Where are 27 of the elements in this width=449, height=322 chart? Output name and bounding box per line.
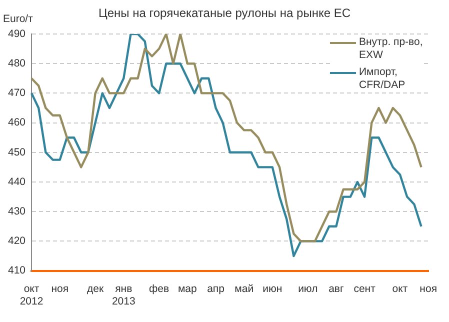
x-tick-label: янв 2013 [112, 282, 136, 308]
chart-title: Цены на горячекатаные рулоны на рынке ЕС [98, 6, 351, 20]
y-tick-label: 490 [8, 28, 26, 40]
y-tick-label: 440 [8, 176, 26, 188]
x-tick-label: ноя [51, 282, 69, 295]
x-tick-label: ноя [420, 282, 437, 295]
y-tick-label: 410 [8, 264, 26, 277]
x-tick-label: мар [178, 282, 198, 295]
x-tick-label: сент [354, 282, 376, 295]
y-tick-label: 460 [8, 116, 26, 129]
legend-label: Внутр. пр-во, EXW [359, 36, 423, 61]
x-tick-label: дек [87, 282, 104, 295]
y-tick-label: 450 [8, 146, 26, 158]
y-tick-label: 470 [8, 87, 26, 100]
x-tick-label: май [234, 282, 254, 295]
x-tick-label: июн [262, 282, 282, 295]
x-tick-label: окт 2012 [20, 282, 44, 308]
x-tick-label: апр [207, 282, 225, 295]
x-tick-label: фев [149, 282, 170, 295]
legend-label: Импорт, CFR/DAP [359, 66, 406, 91]
x-tick-label: окт [392, 282, 408, 295]
x-tick-label: авг [328, 282, 344, 295]
x-tick-label: июл [298, 282, 318, 295]
y-axis-title: Euro/т [3, 13, 33, 25]
y-tick-label: 480 [8, 57, 26, 70]
y-tick-label: 420 [8, 235, 26, 248]
y-tick-label: 430 [8, 205, 26, 218]
